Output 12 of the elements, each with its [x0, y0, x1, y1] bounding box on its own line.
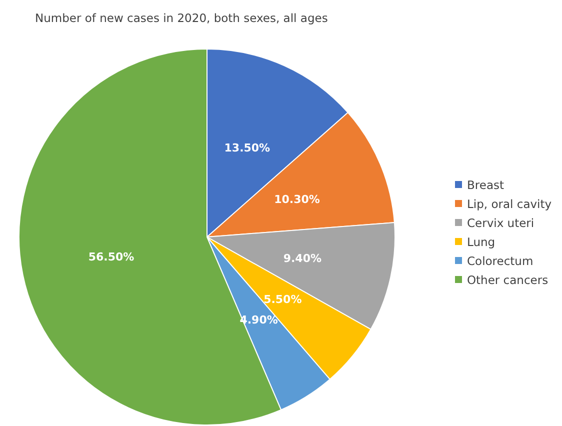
data-label: 56.50%: [88, 250, 134, 264]
legend-label: Other cancers: [467, 273, 548, 288]
legend-label: Colorectum: [467, 254, 534, 268]
data-label: 9.40%: [283, 252, 322, 266]
legend-label: Lung: [467, 235, 496, 250]
chart-title: Number of new cases in 2020, both sexes, all ages: [35, 11, 328, 25]
legend-label: Breast: [467, 178, 504, 192]
legend-label: Lip, oral cavity: [467, 197, 552, 212]
data-label: 10.30%: [274, 192, 320, 206]
data-label: 13.50%: [224, 142, 270, 155]
data-label: 5.50%: [264, 292, 302, 306]
legend-label: Cervix uteri: [467, 216, 534, 230]
